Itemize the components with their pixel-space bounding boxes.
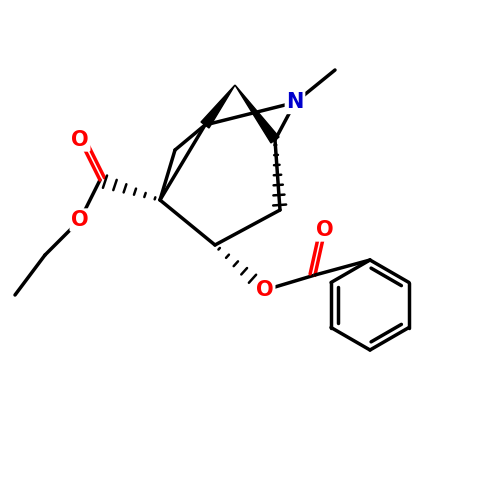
Text: O: O — [71, 210, 89, 230]
Polygon shape — [235, 85, 279, 143]
Text: O: O — [316, 220, 334, 240]
Polygon shape — [201, 85, 235, 128]
Text: N: N — [286, 92, 304, 112]
Text: O: O — [71, 130, 89, 150]
Text: O: O — [256, 280, 274, 300]
